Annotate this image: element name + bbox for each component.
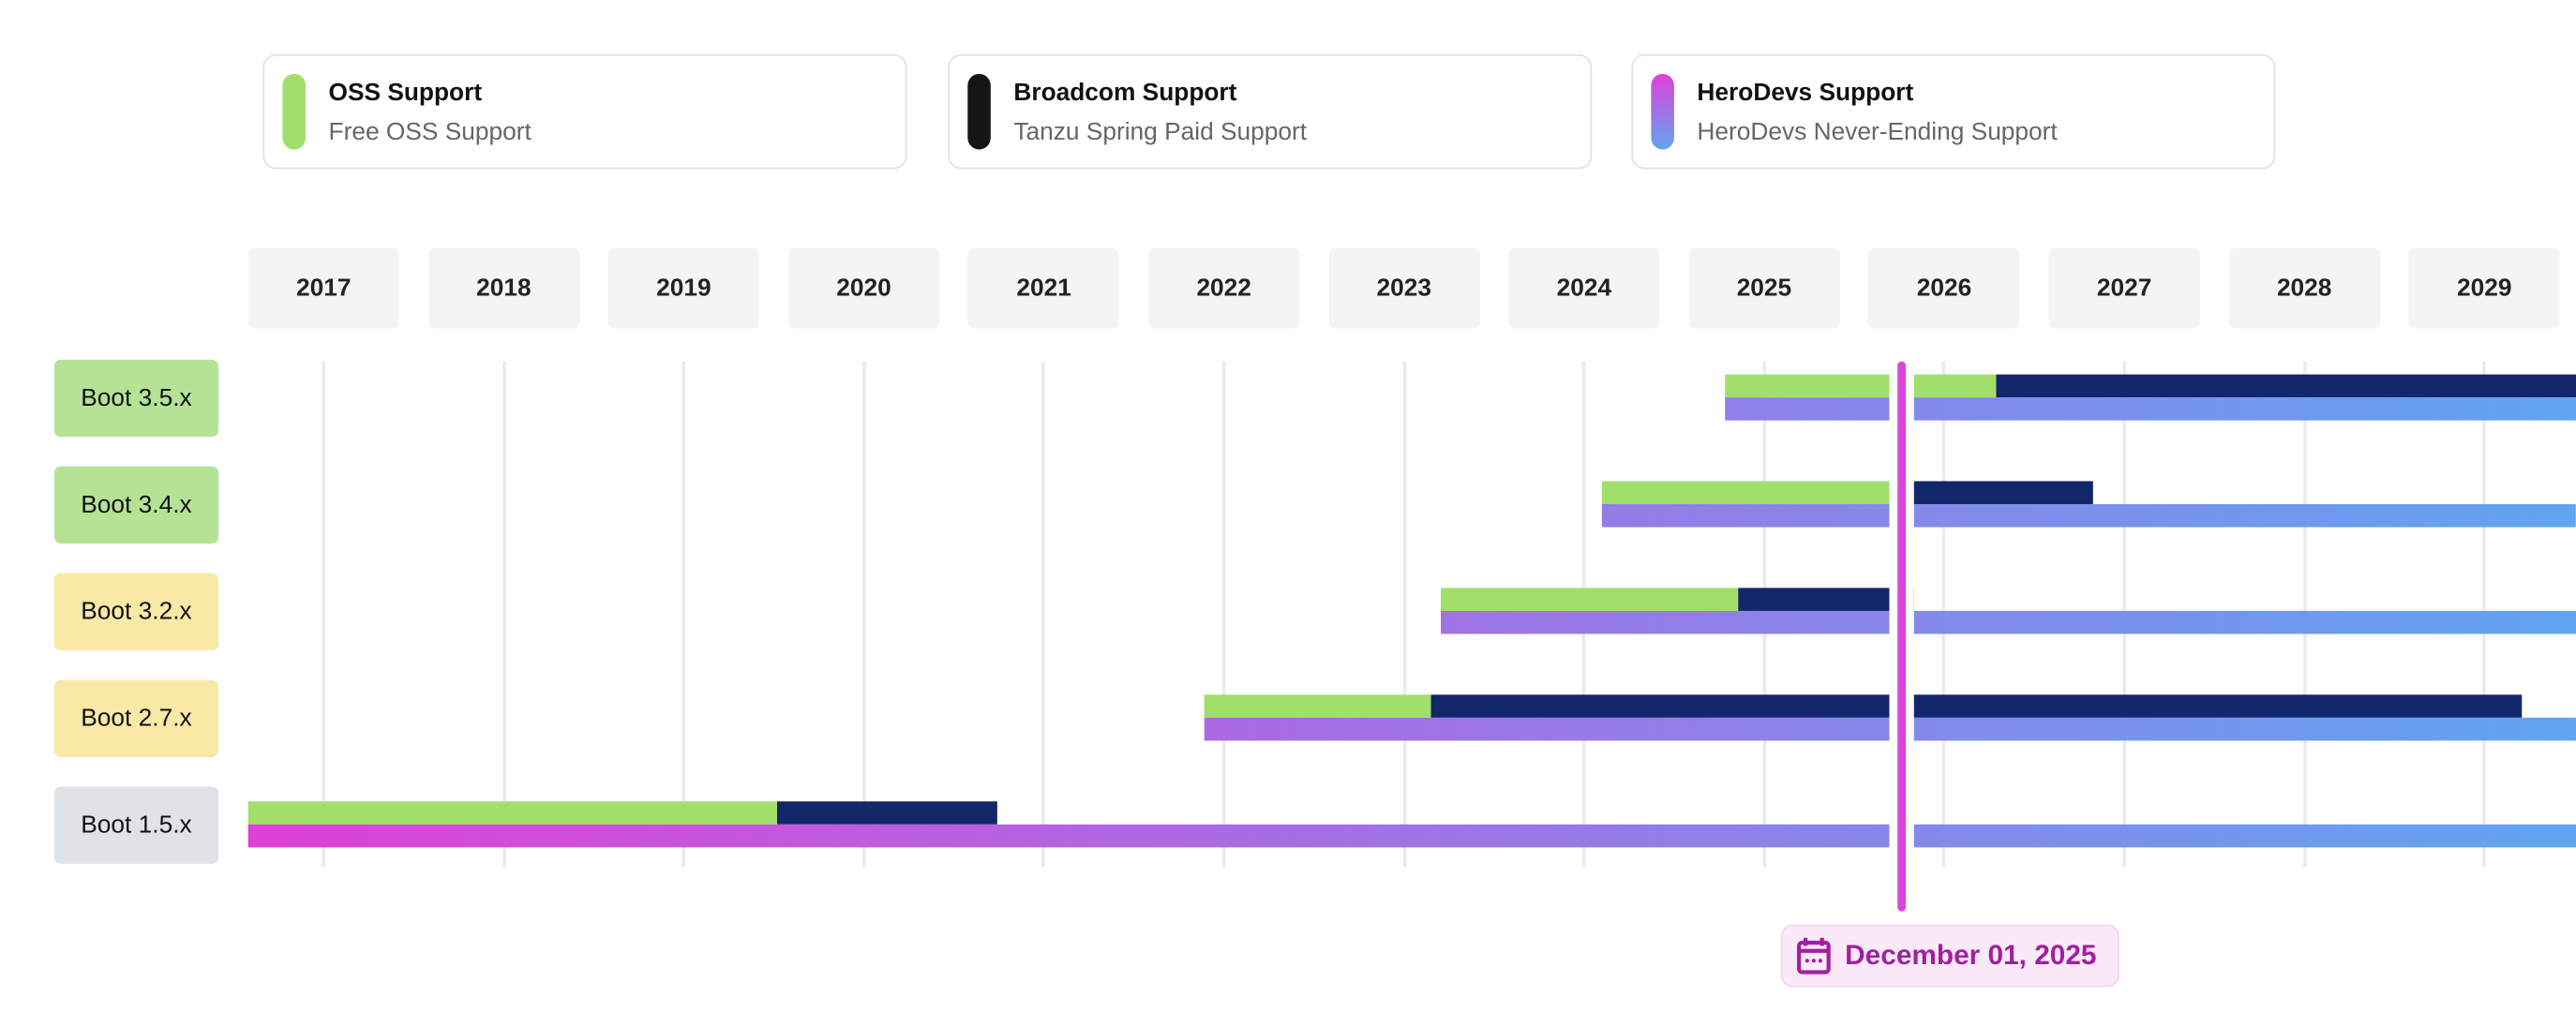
today-badge: December 01, 2025: [1780, 924, 2119, 988]
year-label: 2024: [1508, 247, 1660, 329]
legend-swatch-herodevs: [1651, 73, 1674, 150]
gridline: [861, 361, 866, 868]
oss-support-bar: [1204, 694, 1431, 718]
oss-support-bar: [1724, 374, 1997, 398]
today-date: December 01, 2025: [1845, 939, 2097, 971]
herodevs-support-bar: [1724, 397, 2576, 421]
oss-support-bar: [1602, 481, 1893, 505]
year-label: 2019: [607, 247, 760, 329]
version-label: Boot 3.2.x: [53, 573, 219, 651]
legend-swatch-broadcom: [967, 73, 991, 150]
legend-title: Broadcom Support: [1013, 79, 1237, 107]
broadcom-support-bar: [1996, 374, 2576, 398]
legend-swatch-oss: [282, 73, 306, 150]
legend-title: OSS Support: [328, 79, 483, 107]
version-label: Boot 3.5.x: [53, 359, 219, 438]
year-label: 2022: [1148, 247, 1300, 329]
legend-title: HeroDevs Support: [1697, 79, 1914, 107]
herodevs-support-bar: [1602, 504, 2576, 528]
year-label: 2028: [2228, 247, 2380, 329]
herodevs-support-bar: [247, 824, 2576, 848]
broadcom-support-bar: [1430, 694, 2523, 718]
year-label: 2023: [1328, 247, 1480, 329]
legend-broadcom: Broadcom Support Tanzu Spring Paid Suppo…: [948, 53, 1593, 170]
gridline: [1221, 361, 1226, 868]
gridline: [502, 361, 506, 868]
year-label: 2020: [787, 247, 940, 329]
legend-herodevs: HeroDevs Support HeroDevs Never-Ending S…: [1631, 53, 2276, 170]
herodevs-support-bar: [1440, 610, 2576, 634]
broadcom-support-bar: [1739, 588, 1914, 611]
oss-support-bar: [247, 801, 778, 825]
gridline: [1041, 361, 1046, 868]
broadcom-support-bar: [777, 801, 997, 825]
year-label: 2027: [2048, 247, 2200, 329]
legend-subtitle: Free OSS Support: [328, 118, 532, 146]
year-label: 2017: [247, 247, 399, 329]
today-marker-line: [1896, 361, 1906, 912]
version-label: Boot 1.5.x: [53, 786, 219, 864]
year-label: 2018: [427, 247, 579, 329]
year-label: 2025: [1688, 247, 1840, 329]
gridline: [322, 361, 326, 868]
legend-oss: OSS Support Free OSS Support: [262, 53, 907, 170]
legend-subtitle: HeroDevs Never-Ending Support: [1697, 118, 2058, 146]
version-label: Boot 2.7.x: [53, 679, 219, 757]
year-label: 2021: [967, 247, 1120, 329]
version-label: Boot 3.4.x: [53, 466, 219, 544]
legend-subtitle: Tanzu Spring Paid Support: [1013, 118, 1308, 146]
gridline: [681, 361, 686, 868]
year-label: 2029: [2408, 247, 2560, 329]
year-label: 2026: [1868, 247, 2020, 329]
broadcom-support-bar: [1892, 481, 2094, 505]
calendar-icon: [1796, 937, 1831, 975]
gridline: [1402, 361, 1406, 868]
herodevs-support-bar: [1204, 717, 2576, 741]
oss-support-bar: [1440, 588, 1740, 611]
